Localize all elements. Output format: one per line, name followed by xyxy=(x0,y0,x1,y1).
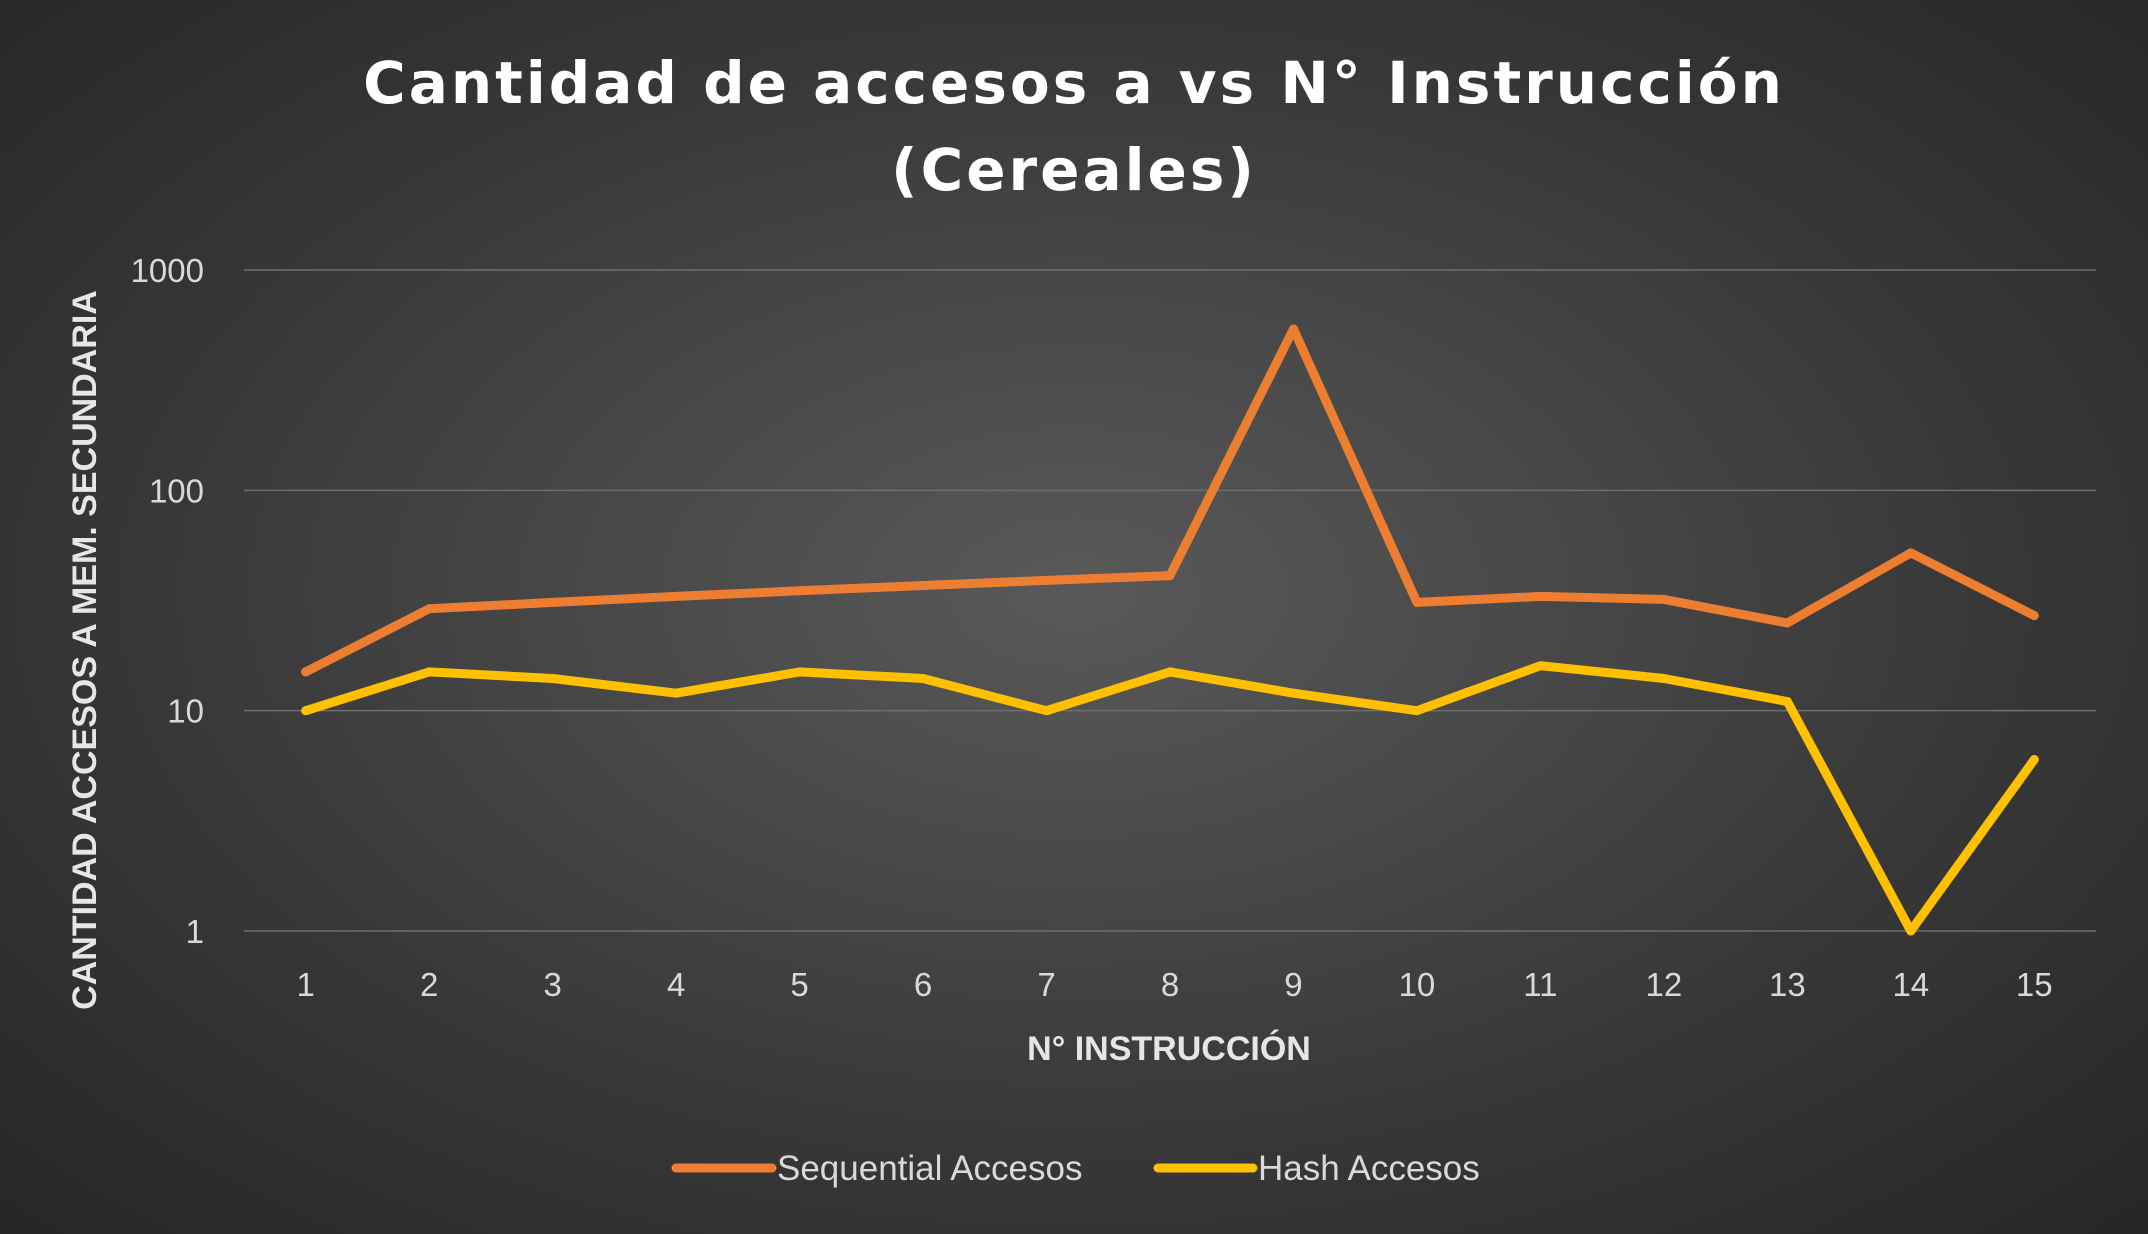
x-axis-title: N° INSTRUCCIÓN xyxy=(1027,1030,1311,1068)
y-tick-label: 1 xyxy=(186,913,204,950)
x-tick-label: 3 xyxy=(543,966,561,1003)
data-point xyxy=(1165,667,1175,677)
data-point xyxy=(918,580,928,590)
legend-item: Sequential Accesos xyxy=(671,1149,1082,1188)
x-tick-label: 13 xyxy=(1769,966,1806,1003)
data-point xyxy=(918,673,928,683)
data-point xyxy=(795,667,805,677)
series-line-hash xyxy=(301,661,2039,936)
data-point xyxy=(548,673,558,683)
x-tick-label: 14 xyxy=(1892,966,1929,1003)
y-tick-label: 100 xyxy=(149,472,204,509)
data-point xyxy=(301,706,311,716)
x-tick-label: 4 xyxy=(667,966,685,1003)
data-point xyxy=(1042,575,1052,585)
data-point xyxy=(1042,706,1052,716)
x-tick-label: 9 xyxy=(1284,966,1302,1003)
y-axis-ticks: 1 10 100 1000 xyxy=(131,252,204,950)
data-point xyxy=(795,586,805,596)
series-line-sequential xyxy=(301,324,2039,677)
legend: Sequential Accesos Hash Accesos xyxy=(671,1149,1480,1188)
data-point xyxy=(424,604,434,614)
data-point xyxy=(1782,697,1792,707)
data-point xyxy=(671,591,681,601)
data-point xyxy=(671,688,681,698)
series-lines xyxy=(301,324,2039,936)
x-tick-label: 12 xyxy=(1646,966,1683,1003)
y-tick-label: 10 xyxy=(167,693,204,730)
data-point xyxy=(301,667,311,677)
data-point xyxy=(2029,611,2039,621)
x-tick-label: 2 xyxy=(420,966,438,1003)
data-point xyxy=(1659,673,1669,683)
data-point xyxy=(1288,688,1298,698)
legend-label: Sequential Accesos xyxy=(777,1149,1082,1188)
data-point xyxy=(548,597,558,607)
data-point xyxy=(1412,706,1422,716)
data-point xyxy=(1906,548,1916,558)
data-point xyxy=(1412,597,1422,607)
x-tick-label: 6 xyxy=(914,966,932,1003)
y-tick-label: 1000 xyxy=(131,252,204,289)
data-point xyxy=(1659,594,1669,604)
data-point xyxy=(424,667,434,677)
chart-title-line-1: Cantidad de accesos a vs N° Instrucción xyxy=(363,49,1785,117)
x-tick-label: 11 xyxy=(1523,966,1557,1003)
data-point xyxy=(2029,755,2039,765)
data-point xyxy=(1535,591,1545,601)
legend-label: Hash Accesos xyxy=(1258,1149,1480,1188)
x-axis-ticks: 1 2 3 4 5 6 7 8 9 10 11 12 13 14 15 xyxy=(297,966,2053,1003)
chart-title-line-2: (Cereales) xyxy=(891,136,1257,204)
data-point xyxy=(1165,571,1175,581)
x-tick-label: 7 xyxy=(1037,966,1055,1003)
data-point xyxy=(1906,926,1916,936)
x-tick-label: 5 xyxy=(790,966,808,1003)
data-point xyxy=(1535,661,1545,671)
x-tick-label: 1 xyxy=(297,966,315,1003)
x-tick-label: 10 xyxy=(1399,966,1436,1003)
data-point xyxy=(1288,324,1298,334)
x-tick-label: 15 xyxy=(2016,966,2053,1003)
legend-item: Hash Accesos xyxy=(1153,1149,1480,1188)
data-point xyxy=(1782,618,1792,628)
x-tick-label: 8 xyxy=(1161,966,1179,1003)
y-axis-title: CANTIDAD ACCESOS A MEM. SECUNDARIA xyxy=(66,290,104,1010)
